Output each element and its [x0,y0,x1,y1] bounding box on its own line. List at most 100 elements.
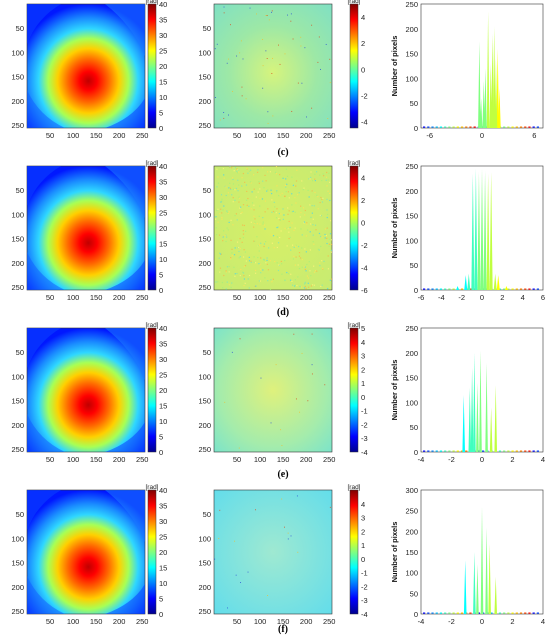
error-colorbar-tick: 4 [361,173,365,182]
histogram-x-tick: -2 [448,455,455,464]
subfigure-caption: (e) [277,469,288,480]
error-speckle [231,282,233,284]
error-speckle [229,182,231,184]
error-speckle [289,279,292,281]
error-colorbar-tick: 0 [361,218,365,227]
error-speckle [217,176,219,178]
histogram-baseline-bin [503,288,506,290]
error-speckle [293,255,295,257]
error-speckle [295,245,297,247]
error-speckle [231,351,233,353]
error-x-tick: 200 [300,131,313,140]
error-speckle [244,251,247,253]
histogram-y-tick: 50 [410,261,418,270]
histogram-baseline-bin [515,450,518,452]
histogram-y-tick: 50 [410,589,418,598]
error-speckle [310,223,312,225]
phase-colorbar: [rad] 0 5 10 15 20 25 30 35 40 [145,0,167,133]
error-speckle [311,333,313,335]
histogram-y-tick: 100 [405,236,418,245]
phase-colorbar-tick: 30 [159,355,167,364]
histogram-baseline-bin [427,612,430,614]
histogram-bar [480,506,484,614]
error-speckle [253,204,255,206]
error-speckle [288,210,290,212]
error-speckle [297,264,299,266]
error-speckle [293,229,295,232]
histogram-baseline-bin [473,126,476,128]
error-speckle [318,36,320,38]
error-speckle [220,194,223,196]
histogram-baseline-bin [532,288,535,290]
error-speckle [271,281,273,283]
histogram-bar [486,173,490,290]
error-speckle [257,169,259,171]
error-speckle [310,285,313,287]
histogram-bar [492,26,496,128]
error-speckle [273,247,275,249]
phase-colorbar-tick: 20 [159,548,167,557]
error-speckle [313,271,316,273]
error-speckle [234,199,236,201]
error-speckle [304,285,306,288]
error-y-tick: 200 [198,421,211,430]
error-speckle [259,263,261,265]
histogram-baseline-bin [423,450,426,452]
error-y-tick: 100 [198,372,211,381]
error-speckle [266,263,268,265]
error-y-tick: 150 [198,235,211,244]
error-speckle [241,224,244,226]
error-speckle [217,182,220,184]
error-y-tick: 150 [198,73,211,82]
error-speckle [308,261,310,263]
histogram-y-tick: 100 [405,398,418,407]
error-speckle [264,228,266,230]
histogram-bar [470,367,474,452]
error-speckle [281,498,283,500]
error-speckle [288,220,290,223]
phase-y-tick: 250 [11,445,24,454]
error-speckle [276,185,278,187]
error-speckle [326,227,328,229]
error-speckle [265,180,267,182]
error-speckle [317,61,319,63]
error-speckle [229,166,231,168]
error-speckle [250,169,252,171]
histogram-baseline-bin [439,612,443,614]
error-speckle [230,219,232,221]
error-speckle [223,112,225,114]
error-speckle [291,204,293,206]
error-speckle [296,284,298,287]
phase-colorbar-unit: [rad] [145,160,158,167]
histogram-x-tick: 2 [510,455,514,464]
error-heatmap-image [213,327,333,453]
error-speckle [215,218,217,220]
histogram-bar [494,385,498,452]
phase-colorbar-tick: 15 [159,402,167,411]
error-speckle [241,211,243,214]
error-speckle [253,240,256,242]
error-speckle [270,189,272,191]
phase-corner-shade [27,576,65,614]
error-speckle [253,226,255,228]
error-speckle [224,234,226,237]
histogram-baseline-bin [524,288,527,290]
error-colorbar-tick: 2 [361,527,365,536]
error-speckle [312,234,314,236]
error-colorbar-tick: 3 [361,514,365,523]
error-speckle [218,234,221,236]
error-speckle [226,266,229,268]
histogram-baseline-bin [444,450,447,452]
error-speckle [239,197,241,199]
error-speckle [227,212,229,215]
error-speckle [290,535,292,537]
error-speckle [327,190,329,192]
error-speckle [300,211,302,214]
phase-x-tick: 100 [67,131,80,140]
histogram-bar [498,88,501,128]
histogram: -6 -4 -2 0 2 4 6 0 50 100 150 200 250 Number of pixel… [390,162,545,302]
error-colorbar-unit: [rad] [347,322,360,329]
error-x-tick: 150 [277,617,290,626]
error-speckle [309,178,311,180]
histogram: -4 -2 0 2 4 0 50 100 150 200 250 Number of pixels [390,324,545,464]
